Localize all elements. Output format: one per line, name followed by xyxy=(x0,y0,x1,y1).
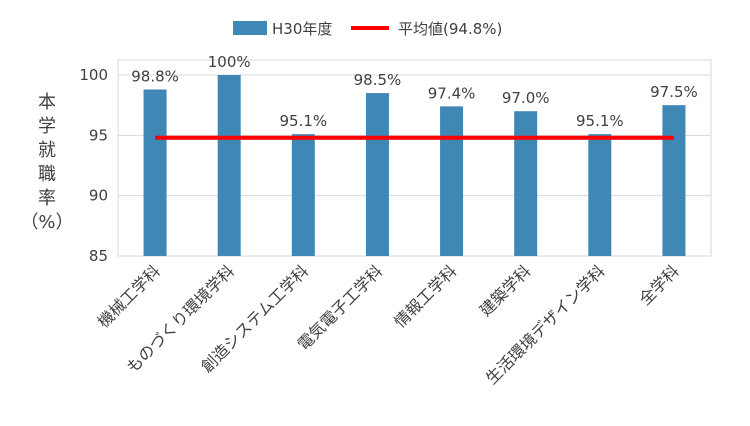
bar xyxy=(365,93,389,256)
data-label: 98.8% xyxy=(131,67,179,85)
bar xyxy=(514,111,538,256)
legend-line-label: 平均値(94.8%) xyxy=(398,20,502,38)
legend-bar-swatch xyxy=(233,21,267,35)
x-tick-label: 全学科 xyxy=(635,261,682,308)
plot-area xyxy=(117,59,712,257)
data-label: 97.5% xyxy=(650,83,698,101)
bar xyxy=(440,106,464,256)
x-tick-label: 情報工学科 xyxy=(390,261,460,331)
bars xyxy=(143,75,686,257)
x-tick-label: 機械工学科 xyxy=(94,261,164,331)
data-labels: 98.8% 100% 95.1% 98.5% 97.4% 97.0% 95.1% 97.5% xyxy=(131,53,698,130)
data-label: 95.1% xyxy=(576,112,624,130)
data-label: 95.1% xyxy=(279,112,327,130)
y-axis-label-char: 職 xyxy=(38,164,56,185)
data-label: 97.0% xyxy=(502,89,550,107)
y-tick-label: 100 xyxy=(79,66,108,84)
bar xyxy=(588,134,612,256)
legend-bar-label: H30年度 xyxy=(272,20,332,38)
y-axis-label-char: 本 xyxy=(38,92,56,113)
y-tick-label: 85 xyxy=(89,247,108,265)
data-label: 97.4% xyxy=(428,84,476,102)
x-tick-label: 建築学科 xyxy=(476,261,535,320)
y-axis-label-char: 学 xyxy=(38,116,56,137)
y-axis-label-char: （%） xyxy=(20,212,73,233)
y-axis-label-char: 就 xyxy=(38,140,56,161)
bar xyxy=(662,105,686,257)
y-tick-label: 95 xyxy=(89,126,108,144)
bar xyxy=(291,134,315,256)
gridlines xyxy=(118,74,711,257)
y-tick-label: 90 xyxy=(89,187,108,205)
bar xyxy=(217,75,241,256)
bar xyxy=(143,89,167,256)
legend: H30年度 平均値(94.8%) xyxy=(233,20,502,38)
y-axis-ticks: 85 90 95 100 xyxy=(79,66,108,265)
data-label: 98.5% xyxy=(354,71,402,89)
data-label: 100% xyxy=(208,53,251,71)
y-axis-label-char: 率 xyxy=(38,188,56,209)
